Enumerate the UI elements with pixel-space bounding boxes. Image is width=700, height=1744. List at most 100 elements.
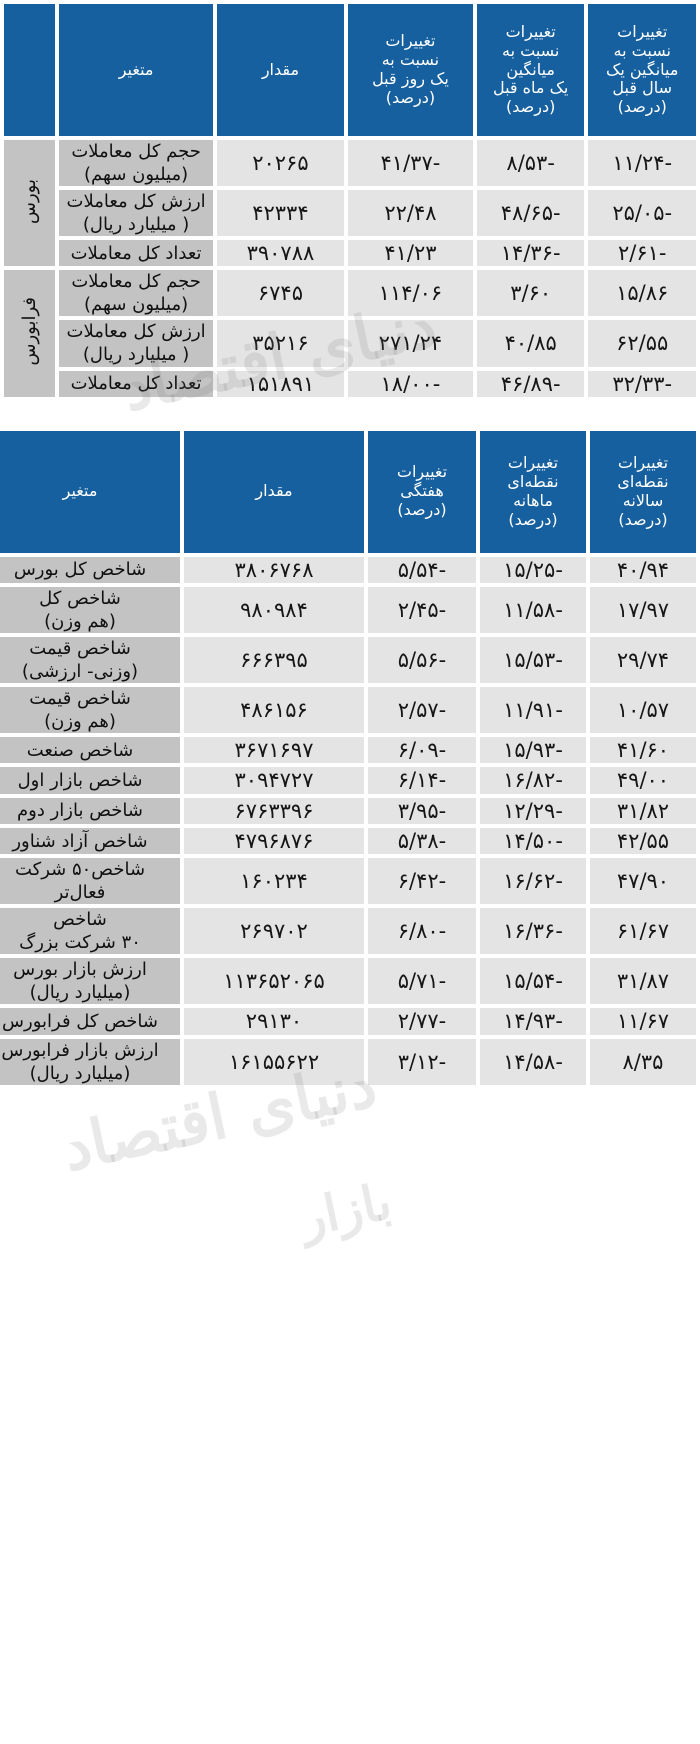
cell-monthly-change: -۱۵/۹۳ bbox=[480, 737, 586, 764]
table-row: ۴۱/۶۰ -۱۵/۹۳ -۶/۰۹ ۳۶۷۱۶۹۷ شاخص صنعت bbox=[0, 737, 696, 764]
cell-index-label: شاخص آزاد شناور bbox=[0, 827, 180, 855]
header-monthly-l2: نقطه‌ای bbox=[507, 471, 559, 491]
cell-variable-label: حجم کل معاملات (میلیون سهم) bbox=[59, 270, 213, 317]
cell-variable-label: ارزش کل معاملات( میلیارد ریال) bbox=[59, 190, 213, 237]
cell-index-label: شاخص بازار دوم bbox=[0, 797, 180, 824]
header-monthly-l4: (درصد) bbox=[508, 509, 558, 529]
header-change-day-l4: (درصد) bbox=[385, 87, 436, 107]
cell-monthly-change: -۱۵/۵۴ bbox=[480, 958, 586, 1005]
cell-weekly-change: -۲/۵۷ bbox=[368, 687, 476, 734]
cell-value: ۳۵۲۱۶ bbox=[216, 320, 344, 367]
cell-variable-label: ارزش کل معاملات( میلیارد ریال) bbox=[59, 320, 213, 367]
header-group bbox=[4, 4, 56, 136]
cell-monthly-change: -۱۶/۳۶ bbox=[480, 908, 586, 955]
header-index-value: مقدار bbox=[184, 430, 364, 553]
header-annual-l2: نقطه‌ای bbox=[617, 471, 669, 491]
cell-weekly-change: -۵/۵۶ bbox=[368, 637, 476, 684]
cell-change-month: ۴۰/۸۵ bbox=[476, 320, 585, 367]
index-summary-table: تغییرات نقطه‌ای سالانه (درصد) تغییرات نق… bbox=[0, 427, 700, 1089]
cell-change-year: -۲۵/۰۵ bbox=[588, 190, 696, 237]
table-row: ۱۱/۶۷ -۱۴/۹۳ -۲/۷۷ ۲۹۱۳۰ شاخص کل فرابورس bbox=[0, 1008, 696, 1035]
market-summary-table: تغییرات نسبت به میانگین یک سال قبل (درصد… bbox=[0, 0, 700, 401]
cell-weekly-change: -۲/۷۷ bbox=[368, 1008, 476, 1035]
header-weekly-l1: تغییرات bbox=[396, 462, 448, 482]
index-label-line1: شاخص آزاد شناور bbox=[12, 830, 148, 852]
table-row: ۴۹/۰۰ -۱۶/۸۲ -۶/۱۴ ۳۰۹۴۷۲۷ شاخص بازار اول bbox=[0, 767, 696, 794]
header-change-year: تغییرات نسبت به میانگین یک سال قبل (درصد… bbox=[588, 4, 696, 136]
variable-label-line1: حجم کل معاملات bbox=[71, 141, 201, 162]
cell-change-month: -۸/۵۳ bbox=[476, 140, 585, 187]
index-label-line1: شاخص bbox=[53, 909, 107, 931]
variable-label-line1: ارزش کل معاملات bbox=[66, 321, 206, 343]
header-change-day-l3: یک روز قبل bbox=[372, 69, 449, 88]
cell-change-month: -۴۶/۸۹ bbox=[476, 370, 585, 397]
header-annual-change: تغییرات نقطه‌ای سالانه (درصد) bbox=[590, 430, 696, 553]
cell-weekly-change: -۵/۵۴ bbox=[368, 556, 476, 583]
cell-annual-change: ۴۱/۶۰ bbox=[590, 737, 696, 764]
table-row: ۳۱/۸۲ -۱۲/۲۹ -۳/۹۵ ۶۷۶۳۳۹۶ شاخص بازار دوم bbox=[0, 797, 696, 824]
cell-index-value: ۴۸۶۱۵۶ bbox=[184, 687, 364, 734]
header-change-month: تغییرات نسبت به میانگین یک ماه قبل (درصد… bbox=[476, 4, 585, 136]
table-two-body: ۴۰/۹۴ -۱۵/۲۵ -۵/۵۴ ۳۸۰۶۷۶۸ شاخص کل بورس ۱۷/۹۷… bbox=[0, 556, 696, 1085]
header-change-year-l1: تغییرات bbox=[617, 21, 668, 41]
header-change-year-l5: (درصد) bbox=[617, 97, 668, 117]
cell-annual-change: ۱۰/۵۷ bbox=[590, 687, 696, 734]
cell-index-label: شاخص کل فرابورس bbox=[0, 1008, 180, 1035]
header-change-day-l1: تغییرات bbox=[385, 31, 436, 51]
index-label-line1: شاخص بازار دوم bbox=[17, 800, 143, 822]
cell-annual-change: ۴۷/۹۰ bbox=[590, 858, 696, 905]
table-row: ۳۱/۸۷ -۱۵/۵۴ -۵/۷۱ ۱۱۳۶۵۲۰۶۵ ارزش بازار بورس… bbox=[0, 958, 696, 1005]
cell-annual-change: ۱۷/۹۷ bbox=[590, 587, 696, 634]
cell-weekly-change: -۶/۰۹ bbox=[368, 737, 476, 764]
header-variable: متغیر bbox=[59, 4, 213, 136]
cell-index-label: شاخص کل بورس bbox=[0, 556, 180, 583]
header-change-month-l4: یک ماه قبل bbox=[492, 78, 569, 98]
cell-index-label: شاخص قیمت (وزنی- ارزشی) bbox=[0, 637, 180, 684]
cell-variable-label: تعداد کل معاملات bbox=[59, 240, 213, 267]
table-row: ۶۲/۵۵ ۴۰/۸۵ ۲۷۱/۲۴ ۳۵۲۱۶ ارزش کل معاملات( می… bbox=[4, 320, 696, 367]
cell-monthly-change: -۱۴/۵۰ bbox=[480, 827, 586, 855]
cell-monthly-change: -۱۲/۲۹ bbox=[480, 797, 586, 824]
header-change-month-l2: نسبت به bbox=[501, 40, 560, 60]
cell-weekly-change: -۲/۴۵ bbox=[368, 587, 476, 634]
cell-annual-change: ۶۱/۶۷ bbox=[590, 908, 696, 955]
header-weekly-change: تغییرات هفتگی (درصد) bbox=[368, 430, 476, 553]
cell-variable-label: حجم کل معاملات (میلیون سهم) bbox=[59, 140, 213, 187]
cell-change-day: ۲۷۱/۲۴ bbox=[347, 320, 473, 367]
header-index-variable: متغیر bbox=[0, 430, 180, 553]
header-change-year-l2: نسبت به bbox=[613, 40, 672, 60]
table-one-header-row: تغییرات نسبت به میانگین یک سال قبل (درصد… bbox=[4, 4, 696, 136]
table-one-body: -۱۱/۲۴ -۸/۵۳ -۴۱/۳۷ ۲۰۲۶۵ حجم کل معاملات (میل… bbox=[4, 140, 696, 397]
index-label-line1: شاخص صنعت bbox=[26, 739, 134, 761]
cell-index-value: ۳۸۰۶۷۶۸ bbox=[184, 556, 364, 583]
cell-index-label: شاخص قیمت (هم وزن) bbox=[0, 687, 180, 734]
cell-change-month: -۱۴/۳۶ bbox=[476, 240, 585, 267]
table-gap bbox=[0, 400, 700, 427]
header-change-month-l1: تغییرات bbox=[505, 21, 556, 41]
cell-monthly-change: -۱۶/۶۲ bbox=[480, 858, 586, 905]
header-annual-l4: (درصد) bbox=[618, 509, 668, 529]
cell-value: ۱۵۱۸۹۱ bbox=[216, 370, 344, 397]
cell-monthly-change: -۱۴/۹۳ bbox=[480, 1008, 586, 1035]
cell-weekly-change: -۳/۹۵ bbox=[368, 797, 476, 824]
cell-index-label: شاخص بازار اول bbox=[0, 767, 180, 794]
cell-change-day: -۴۱/۳۷ bbox=[347, 140, 473, 187]
cell-annual-change: ۸/۳۵ bbox=[590, 1038, 696, 1085]
cell-monthly-change: -۱۵/۵۳ bbox=[480, 637, 586, 684]
variable-label-line1: حجم کل معاملات bbox=[71, 271, 201, 293]
cell-weekly-change: -۶/۴۲ bbox=[368, 858, 476, 905]
index-label-line1: شاخص قیمت bbox=[29, 638, 131, 660]
index-label-line1: شاخص بازار اول bbox=[17, 770, 143, 792]
cell-annual-change: ۴۲/۵۵ bbox=[590, 827, 696, 855]
table-row: -۱۱/۲۴ -۸/۵۳ -۴۱/۳۷ ۲۰۲۶۵ حجم کل معاملات (میل… bbox=[4, 140, 696, 267]
cell-change-day: -۱۸/۰۰ bbox=[347, 370, 473, 397]
index-label-line1: شاخص کل bbox=[39, 588, 121, 609]
cell-annual-change: ۲۹/۷۴ bbox=[590, 637, 696, 684]
cell-annual-change: ۳۱/۸۷ bbox=[590, 958, 696, 1005]
cell-monthly-change: -۱۴/۵۸ bbox=[480, 1038, 586, 1085]
variable-label-line1: تعداد کل معاملات bbox=[70, 373, 202, 395]
cell-index-value: ۱۶۰۲۳۴ bbox=[184, 858, 364, 905]
header-annual-l1: تغییرات bbox=[617, 453, 669, 472]
cell-index-value: ۱۱۳۶۵۲۰۶۵ bbox=[184, 958, 364, 1005]
header-change-month-l5: (درصد) bbox=[506, 97, 556, 117]
